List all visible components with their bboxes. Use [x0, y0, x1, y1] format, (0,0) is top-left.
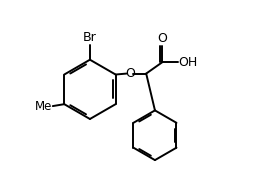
- Text: O: O: [158, 32, 167, 45]
- Text: O: O: [125, 67, 135, 80]
- Text: OH: OH: [179, 56, 198, 69]
- Text: Br: Br: [83, 31, 97, 44]
- Text: Me: Me: [35, 100, 52, 113]
